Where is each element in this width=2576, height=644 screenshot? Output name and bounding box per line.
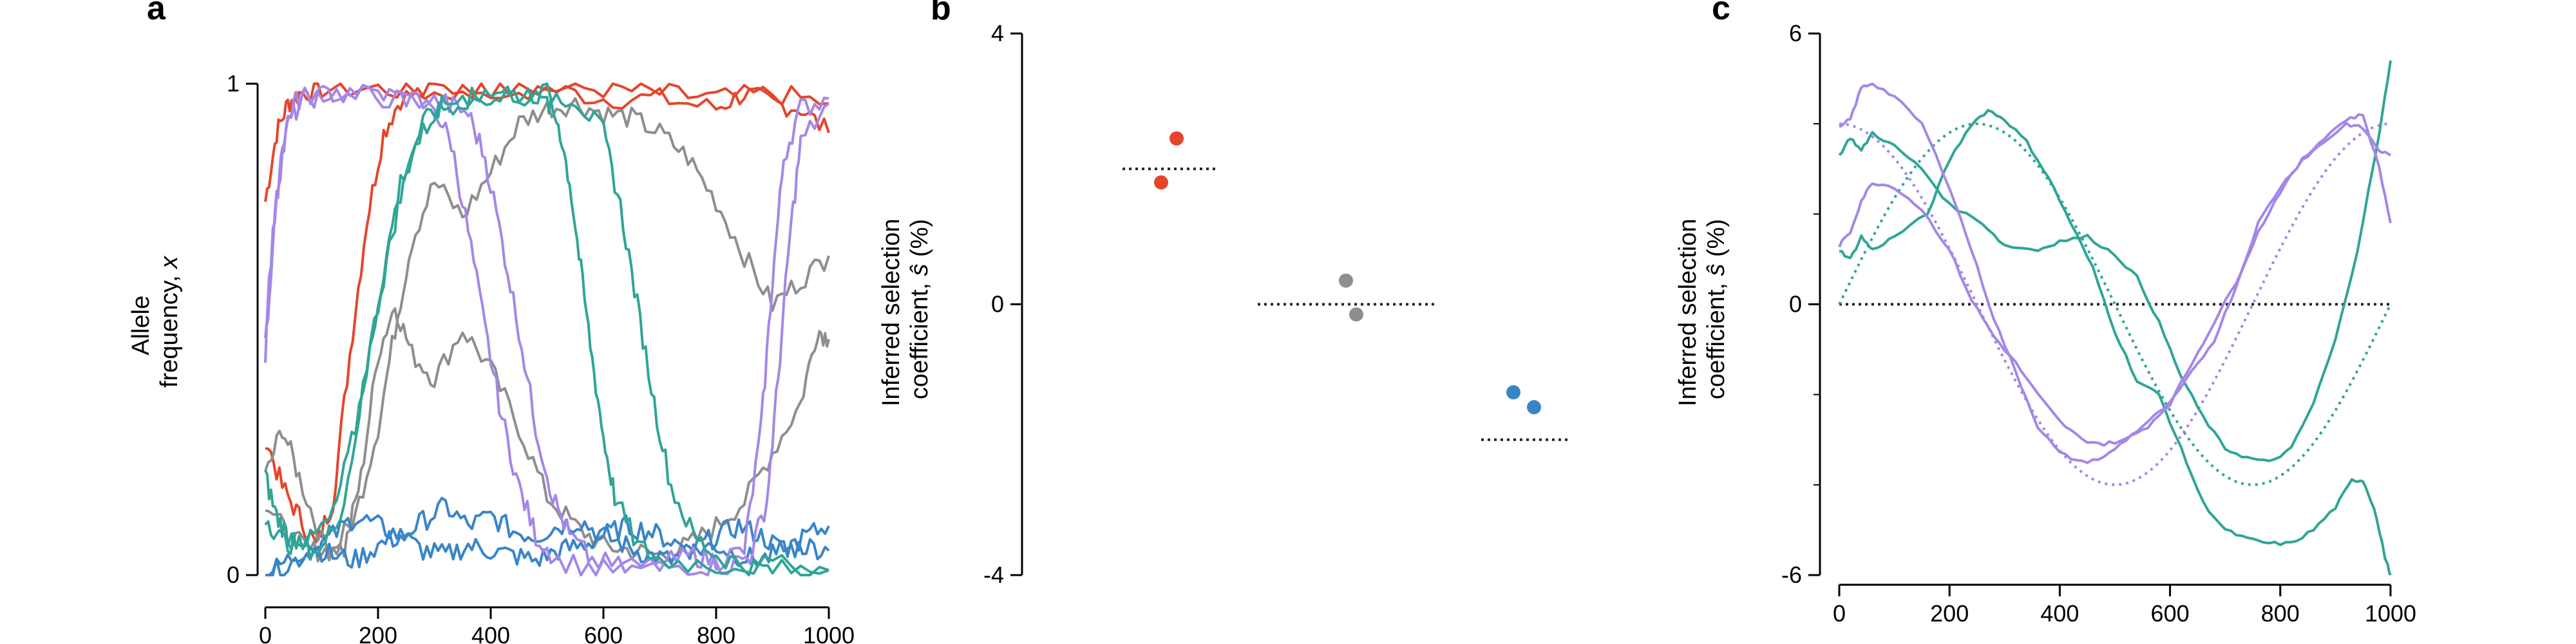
- panel-b-inferred-selection-scatter: 4 0 -4 Inferred selection coefficient, ŝ (…: [878, 20, 1571, 588]
- panel-b-inferred-point-red: [1170, 131, 1184, 146]
- panel-c-y-label-var: ŝ: [1703, 264, 1730, 276]
- panel-a-x-tick-label: 600: [584, 622, 623, 644]
- panel-a-series-group: [264, 82, 830, 576]
- panel-c-true-curve-teal: [1838, 122, 2392, 486]
- panel-c-inferred-line-purple-2: [1839, 82, 2392, 464]
- panel-b-inferred-point-blue: [1527, 400, 1541, 415]
- panel-a-allele-frequency-chart: 0 1 0 200 400 600 800 1000 Allele frequency, x: [128, 70, 855, 644]
- panel-b-inferred-point-gray: [1349, 307, 1363, 322]
- panel-c-x-tick-label: 0: [1833, 600, 1846, 627]
- panel-b-y-axis-label: Inferred selection coefficient, ŝ (%): [878, 212, 933, 406]
- panel-b-marks: [1122, 131, 1571, 441]
- panel-b-inferred-point-blue: [1506, 385, 1520, 400]
- panel-b-y-label-line1: Inferred selection: [878, 219, 905, 407]
- panel-a-trajectory-purple-6: [264, 84, 829, 576]
- panel-a-y-label-var: x: [156, 255, 183, 270]
- panel-c-y-axis-label: Inferred selection coefficient, ŝ (%): [1674, 212, 1730, 406]
- panel-b-inferred-point-gray: [1339, 273, 1353, 288]
- panel-a-x-tick-label: 400: [471, 622, 510, 644]
- panel-c-x-tick-label: 1000: [2365, 600, 2416, 627]
- panel-b-y-label-suffix: (%): [906, 219, 933, 264]
- panel-c-y-tick-label: -6: [1781, 562, 1802, 588]
- panel-c-inferred-selection-timeseries: 6 0 -6 0 200 400 600 800 1000 Inferred selection…: [1674, 20, 2416, 627]
- panel-c-y-label-line2: coefficient,: [1703, 276, 1730, 400]
- panel-a-x-tick-label: 800: [697, 622, 735, 644]
- panel-a-trajectory-gray-2: [264, 307, 830, 563]
- panel-b-y-label-line2: coefficient,: [906, 276, 933, 400]
- panel-c-y-tick-label: 6: [1789, 20, 1802, 46]
- panel-a-y-tick-label: 1: [227, 70, 240, 97]
- panel-c-series-group: [1838, 60, 2392, 576]
- panel-a-trajectory-gray-3: [265, 97, 830, 563]
- panel-b-y-label-var: ŝ: [906, 264, 933, 276]
- panel-a-x-tick-label: 200: [359, 622, 397, 644]
- panel-a-trajectory-purple-7: [264, 84, 830, 576]
- panel-c-y-label-line1: Inferred selection: [1674, 219, 1701, 407]
- panel-c-inferred-line-purple-3: [1838, 113, 2392, 447]
- panel-a-axes: 0 1 0 200 400 600 800 1000: [227, 70, 855, 644]
- panel-b-inferred-point-red: [1154, 175, 1168, 190]
- panel-a-x-tick-label: 1000: [803, 622, 855, 644]
- panel-b-y-tick-label: -4: [983, 562, 1004, 588]
- panel-letter-b: b: [931, 0, 951, 27]
- panel-c-true-curve-purple: [1839, 122, 2391, 486]
- panel-a-trajectory-blue-5: [265, 514, 830, 576]
- panel-a-trajectory-teal-9: [264, 85, 829, 576]
- panel-c-axes: 6 0 -6 0 200 400 600 800 1000: [1781, 20, 2416, 627]
- panel-a-y-tick-label: 0: [227, 562, 240, 588]
- panel-b-y-tick-label: 4: [991, 20, 1004, 46]
- panel-a-trajectory-blue-4: [265, 497, 830, 576]
- panel-a-x-tick-label: 0: [259, 622, 272, 644]
- panel-c-y-tick-label: 0: [1789, 291, 1802, 317]
- panel-c-inferred-line-teal-0: [1838, 60, 2392, 462]
- panel-a-y-axis-label: Allele frequency, x: [128, 255, 183, 388]
- panel-c-x-tick-label: 200: [1930, 600, 1969, 627]
- panel-c-inferred-line-teal-1: [1839, 109, 2392, 576]
- panel-c-y-label-suffix: (%): [1703, 219, 1730, 264]
- panel-a-y-label-line1: Allele: [128, 296, 155, 355]
- panel-letter-c: c: [1712, 0, 1730, 27]
- panel-c-x-tick-label: 600: [2151, 600, 2190, 627]
- panel-b-y-tick-label: 0: [991, 291, 1004, 317]
- panel-c-x-tick-label: 400: [2040, 600, 2079, 627]
- panel-b-axes: 4 0 -4: [983, 20, 1023, 588]
- panel-c-x-tick-label: 800: [2261, 600, 2300, 627]
- panel-a-y-label-line2: frequency,: [156, 269, 183, 388]
- panel-letter-a: a: [147, 0, 166, 27]
